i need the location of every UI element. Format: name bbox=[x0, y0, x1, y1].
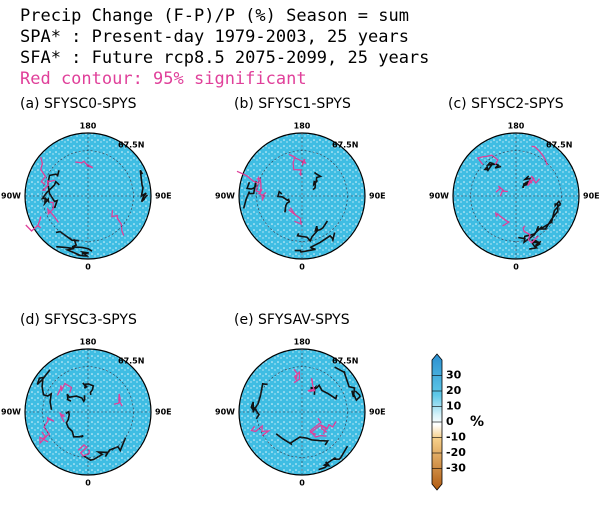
map-label: 180 bbox=[294, 122, 311, 131]
colorbar-label: 0 bbox=[446, 415, 454, 428]
map-disc bbox=[25, 349, 151, 475]
colorbar-label: 20 bbox=[446, 384, 462, 397]
colorbar-unit: % bbox=[470, 414, 484, 430]
map-label: 90E bbox=[369, 408, 386, 417]
map-label: 180 bbox=[294, 338, 311, 347]
map-label: 90E bbox=[369, 192, 386, 201]
map-label: 180 bbox=[508, 122, 525, 131]
map-disc bbox=[453, 133, 579, 259]
map-label: 90W bbox=[1, 192, 21, 201]
map-label: 90W bbox=[215, 408, 235, 417]
panel-title: (a) SFYSC0-SPYS bbox=[20, 96, 137, 112]
header-line: SFA* : Future rcp8.5 2075-2099, 25 years bbox=[20, 48, 429, 68]
panel-title: (d) SFYSC3-SPYS bbox=[20, 312, 137, 328]
map-label: 0 bbox=[299, 479, 305, 488]
map-label: 0 bbox=[85, 479, 91, 488]
header-line: SPA* : Present-day 1979-2003, 25 years bbox=[20, 27, 409, 47]
colorbar-label: -20 bbox=[446, 446, 466, 459]
map-label: 67.5N bbox=[332, 141, 358, 150]
map-label: 90E bbox=[155, 192, 172, 201]
map-label: 180 bbox=[80, 122, 97, 131]
map-label: 90E bbox=[155, 408, 172, 417]
map-label: 90W bbox=[429, 192, 449, 201]
map-label: 67.5N bbox=[332, 357, 358, 366]
colorbar-label: -10 bbox=[446, 431, 466, 444]
map-label: 0 bbox=[513, 263, 519, 272]
figure: Precip Change (F-P)/P (%) Season = sum S… bbox=[0, 0, 606, 510]
map-label: 180 bbox=[80, 338, 97, 347]
colorbar-label: 30 bbox=[446, 369, 462, 382]
panel-title: (b) SFYSC1-SPYS bbox=[234, 96, 351, 112]
panel-title: (c) SFYSC2-SPYS bbox=[448, 96, 564, 112]
map-label: 67.5N bbox=[118, 141, 144, 150]
map-label: 90E bbox=[583, 192, 600, 201]
header-line: Precip Change (F-P)/P (%) Season = sum bbox=[20, 6, 409, 26]
colorbar-label: 10 bbox=[446, 400, 462, 413]
colorbar-label: -30 bbox=[446, 462, 466, 475]
map-label: 90W bbox=[215, 192, 235, 201]
panel-title: (e) SFYSAV-SPYS bbox=[234, 312, 350, 328]
map-label: 0 bbox=[299, 263, 305, 272]
map-disc bbox=[239, 133, 365, 259]
map-label: 67.5N bbox=[118, 357, 144, 366]
map-label: 67.5N bbox=[546, 141, 572, 150]
map-label: 0 bbox=[85, 263, 91, 272]
header-note: Red contour: 95% significant bbox=[20, 69, 307, 89]
map-label: 90W bbox=[1, 408, 21, 417]
